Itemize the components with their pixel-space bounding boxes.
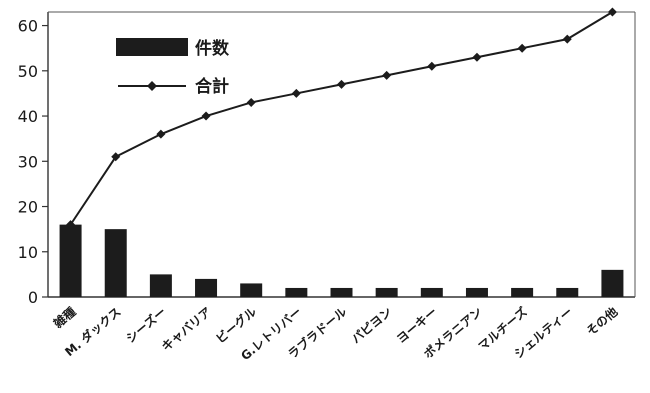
x-tick-label: 雑種 xyxy=(50,304,79,332)
legend: 件数 合計 xyxy=(116,38,230,97)
bars xyxy=(59,224,624,297)
legend-bar-swatch xyxy=(116,38,188,56)
bar xyxy=(601,269,624,297)
bar xyxy=(240,283,263,297)
x-tick-label: キャバリア xyxy=(159,305,214,354)
bar xyxy=(420,287,443,297)
bar xyxy=(149,274,172,297)
x-tick-labels: 雑種M. ダックス シーズーキャバリア ビーグルG.レトリバーラブラドール パピヨンヨ… xyxy=(50,304,621,363)
y-tick-label: 20 xyxy=(18,198,38,217)
y-tick-label: 10 xyxy=(18,243,38,262)
bar xyxy=(285,287,308,297)
line-point xyxy=(337,79,346,89)
x-tick-label: その他 xyxy=(583,304,620,339)
cumulative-line xyxy=(66,7,617,230)
y-tick-label: 60 xyxy=(18,17,38,36)
y-tick-label: 40 xyxy=(18,107,38,126)
line-point xyxy=(111,152,121,162)
bar xyxy=(104,229,127,297)
y-tick-label: 50 xyxy=(18,62,38,81)
bar xyxy=(465,287,488,297)
legend-bar-label: 件数 xyxy=(195,38,230,59)
line-point xyxy=(246,97,256,107)
bar xyxy=(511,287,534,297)
line-point xyxy=(517,43,527,53)
line-point xyxy=(382,70,392,80)
line-point xyxy=(562,34,572,44)
y-tick-label: 0 xyxy=(28,288,38,307)
line-point xyxy=(291,88,301,98)
legend-line-marker xyxy=(147,81,157,91)
bar xyxy=(195,278,218,297)
legend-line-label: 合計 xyxy=(195,76,229,97)
line-point xyxy=(201,111,211,121)
line-point xyxy=(156,129,166,139)
bar xyxy=(330,287,353,297)
line-point xyxy=(427,61,437,71)
bar xyxy=(59,224,82,297)
y-tick-label: 30 xyxy=(18,152,38,171)
line-point xyxy=(66,220,76,230)
line-point xyxy=(472,52,482,62)
bar xyxy=(556,287,579,297)
x-tick-label: パピヨン xyxy=(349,305,395,347)
line-point xyxy=(607,7,617,17)
y-tick-labels: 0 10 20 30 40 50 60 xyxy=(18,17,38,307)
axes xyxy=(42,11,636,298)
bar xyxy=(375,287,398,297)
